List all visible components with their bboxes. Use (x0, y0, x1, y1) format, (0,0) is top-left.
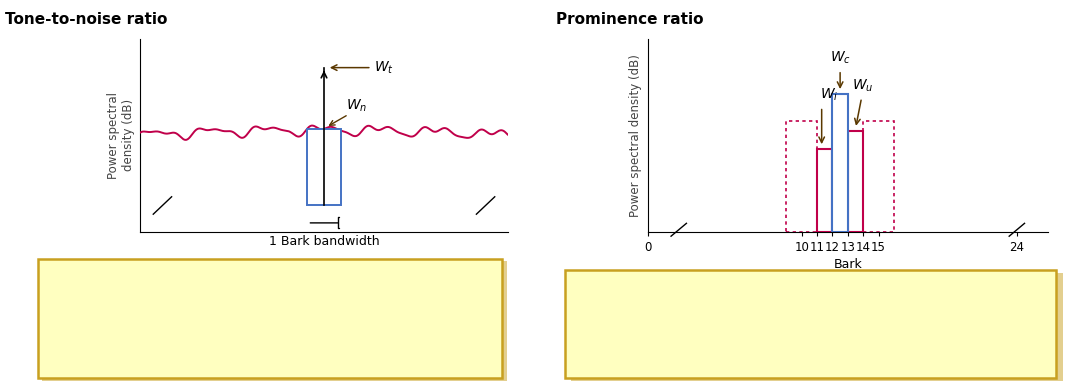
Bar (863, 121, 894, 232)
Bar (786, 121, 818, 232)
Bar (818, 149, 833, 232)
X-axis label: Bark: Bark (834, 258, 862, 271)
Text: $W_u$: $W_u$ (852, 77, 874, 94)
Text: Prominence ratio compares the total power in a critical band
$W_c$ to the averag: Prominence ratio compares the total powe… (581, 281, 972, 353)
Text: Tone-to-noise ratio is the difference between the tone itself $W_t$
and the SPL : Tone-to-noise ratio is the difference be… (59, 268, 431, 378)
Bar (833, 94, 848, 232)
Text: $W_c$: $W_c$ (829, 50, 851, 66)
Text: $W_n$: $W_n$ (346, 98, 367, 114)
Y-axis label: Power spectral density (dB): Power spectral density (dB) (630, 54, 643, 217)
Bar (848, 130, 863, 232)
Bar (308, 129, 340, 205)
Text: Prominence ratio: Prominence ratio (556, 12, 704, 27)
Text: Tone-to-noise ratio: Tone-to-noise ratio (5, 12, 167, 27)
Text: 1 Bark bandwidth: 1 Bark bandwidth (269, 235, 379, 247)
Y-axis label: Power spectral
density (dB): Power spectral density (dB) (107, 91, 135, 179)
Text: $W_i$: $W_i$ (820, 86, 838, 103)
Text: $W_t$: $W_t$ (374, 59, 393, 76)
